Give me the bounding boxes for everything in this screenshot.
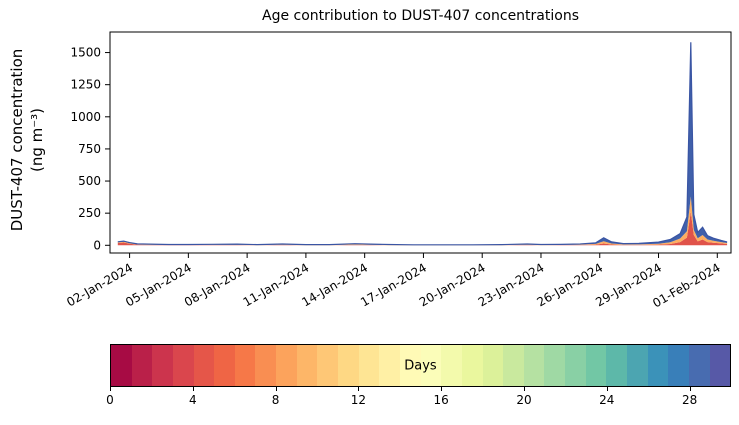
- x-tick-label: 14-Jan-2024: [299, 260, 370, 309]
- colorbar-tick-label: 0: [106, 393, 114, 407]
- y-tick-label: 0: [93, 238, 101, 252]
- colorbar-tick-label: 8: [271, 393, 280, 407]
- y-tick-label: 250: [78, 206, 101, 220]
- colorbar-cell: [255, 345, 277, 386]
- colorbar-cell: [627, 345, 648, 386]
- colorbar-tick-label: 16: [433, 393, 449, 407]
- colorbar-tick: [524, 387, 525, 391]
- colorbar-cell: [420, 345, 442, 386]
- colorbar-tick-label: 12: [350, 393, 367, 407]
- x-tick-label: 17-Jan-2024: [358, 260, 429, 309]
- colorbar-cell: [111, 345, 132, 386]
- x-tick-label: 11-Jan-2024: [241, 260, 312, 309]
- colorbar-cell: [482, 345, 504, 386]
- x-tick-label: 02-Jan-2024: [64, 260, 135, 309]
- colorbar-tick: [606, 387, 608, 391]
- total-line: [117, 42, 728, 246]
- x-tick-label: 20-Jan-2024: [417, 260, 488, 309]
- chart-title: Age contribution to DUST-407 concentrati…: [262, 8, 579, 24]
- colorbar-tick: [358, 387, 360, 391]
- colorbar-cell: [606, 345, 628, 386]
- colorbar-cell: [441, 345, 462, 386]
- colorbar-cell: [338, 345, 359, 386]
- area-band: [117, 42, 728, 245]
- colorbar-cell: [668, 345, 689, 386]
- colorbar: Days: [110, 344, 731, 387]
- y-tick-label: 1250: [70, 78, 101, 92]
- colorbar-tick: [275, 387, 277, 391]
- colorbar-cell: [379, 345, 400, 386]
- colorbar-ticks: 0 4 8 12 16 20 24 28: [106, 387, 731, 415]
- plot-area: 0 250 500 750 1000 1250 1500 02-Jan-202405-Jan-…: [64, 31, 732, 310]
- colorbar-cell: [585, 345, 607, 386]
- colorbar-cell: [503, 345, 524, 386]
- colorbar-tick: [110, 387, 111, 391]
- colorbar-cell: [358, 345, 380, 386]
- y-tick-label: 500: [78, 174, 101, 188]
- colorbar-tick-label: 4: [188, 393, 197, 407]
- colorbar-cell: [276, 345, 297, 386]
- colorbar-tick: [689, 387, 691, 391]
- colorbar-cell: [193, 345, 215, 386]
- colorbar-tick: [192, 387, 194, 391]
- colorbar-cell: [709, 345, 731, 386]
- colorbar-cell: [317, 345, 339, 386]
- axes-frame: [109, 31, 732, 254]
- colorbar-cell: [544, 345, 566, 386]
- x-tick-label: 08-Jan-2024: [182, 260, 253, 309]
- x-tick-label: 23-Jan-2024: [476, 260, 547, 309]
- area-band: [117, 196, 728, 246]
- colorbar-tick: [441, 387, 443, 391]
- colorbar-cell: [172, 345, 194, 386]
- colorbar-cell: [399, 345, 421, 386]
- y-tick-label: 750: [78, 142, 101, 156]
- x-tick-label: 05-Jan-2024: [123, 260, 194, 309]
- colorbar-cell: [131, 345, 153, 386]
- colorbar-tick-label: 28: [681, 393, 698, 407]
- colorbar-cell: [523, 345, 545, 386]
- y-tick-label: 1000: [70, 110, 101, 124]
- y-tick-label: 1500: [70, 46, 101, 60]
- colorbar-cell: [152, 345, 173, 386]
- colorbar-cell: [565, 345, 586, 386]
- colorbar-cell: [214, 345, 235, 386]
- colorbar-cell: [234, 345, 256, 386]
- colorbar-cell: [688, 345, 710, 386]
- colorbar-tick-label: 24: [599, 393, 615, 407]
- colorbar-tick-label: 20: [516, 393, 532, 407]
- colorbar-label: Days: [404, 358, 437, 373]
- colorbar-cell: [647, 345, 669, 386]
- area-band: [117, 211, 728, 246]
- colorbar-gradient: [111, 345, 731, 386]
- colorbar-cell: [461, 345, 483, 386]
- x-tick-label: 26-Jan-2024: [534, 260, 605, 309]
- colorbar-cell: [296, 345, 318, 386]
